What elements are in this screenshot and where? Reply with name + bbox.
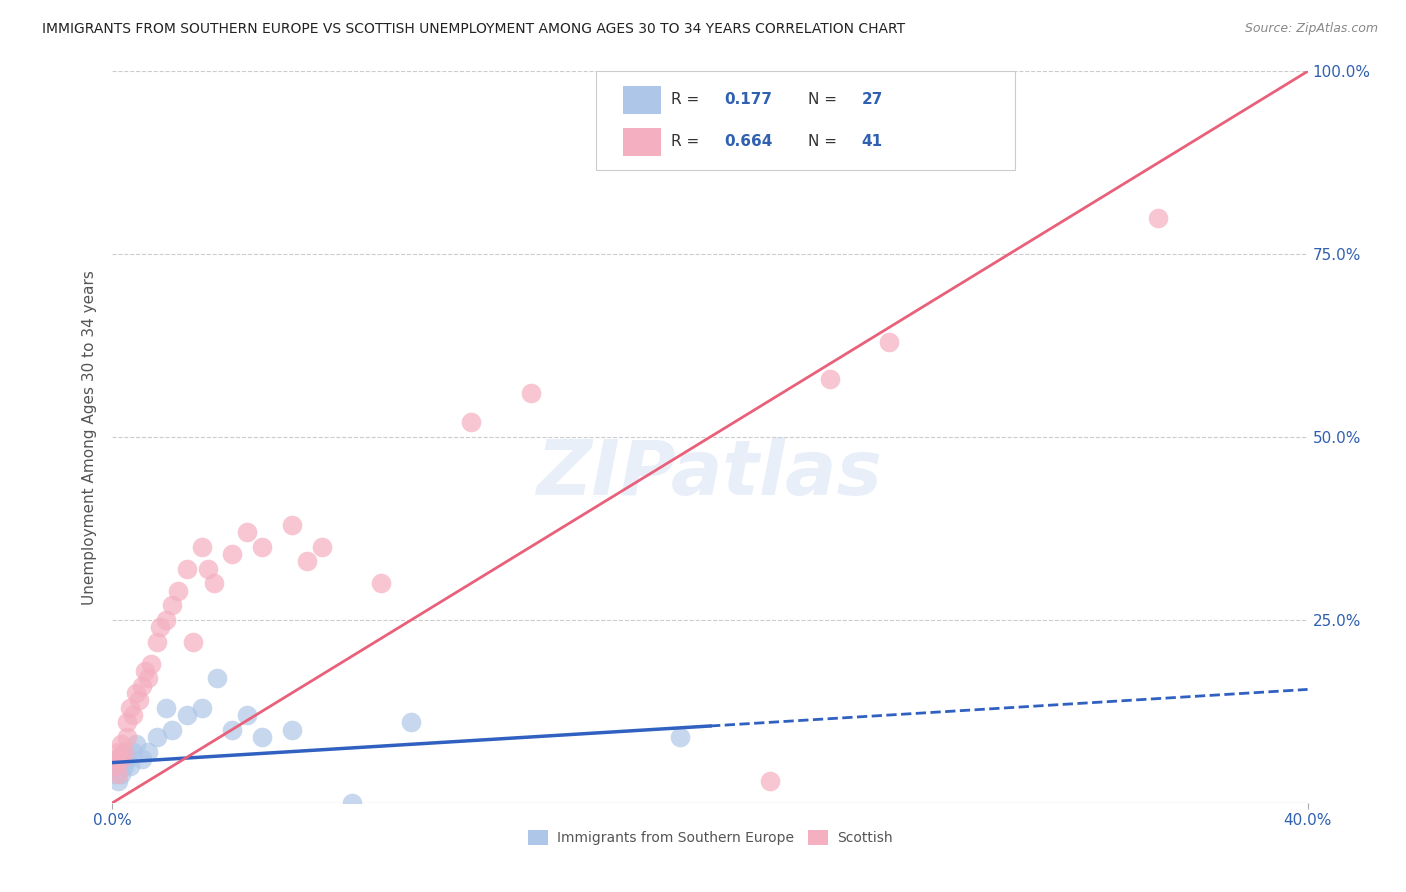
- Point: [759, 773, 782, 788]
- Point: [236, 708, 259, 723]
- Text: 0.177: 0.177: [724, 92, 772, 107]
- Point: [107, 773, 129, 788]
- Point: [128, 693, 150, 707]
- Point: [370, 576, 392, 591]
- Point: [155, 700, 177, 714]
- Point: [401, 715, 423, 730]
- Point: [295, 554, 318, 568]
- Point: [134, 664, 156, 678]
- Text: ZIPatlas: ZIPatlas: [537, 437, 883, 510]
- Point: [104, 766, 127, 780]
- Point: [669, 730, 692, 744]
- Point: [125, 686, 148, 700]
- Point: [141, 657, 163, 671]
- Point: [520, 386, 543, 401]
- Point: [281, 723, 304, 737]
- Point: [110, 752, 132, 766]
- Point: [110, 766, 132, 780]
- Point: [125, 737, 148, 751]
- Point: [107, 752, 129, 766]
- Point: [205, 672, 228, 686]
- Text: R =: R =: [671, 135, 704, 149]
- Text: 27: 27: [862, 92, 883, 107]
- Text: R =: R =: [671, 92, 704, 107]
- Point: [110, 737, 132, 751]
- Point: [138, 745, 160, 759]
- Text: Source: ZipAtlas.com: Source: ZipAtlas.com: [1244, 22, 1378, 36]
- Point: [146, 635, 169, 649]
- FancyBboxPatch shape: [596, 71, 1015, 170]
- Point: [131, 752, 153, 766]
- Text: IMMIGRANTS FROM SOUTHERN EUROPE VS SCOTTISH UNEMPLOYMENT AMONG AGES 30 TO 34 YEA: IMMIGRANTS FROM SOUTHERN EUROPE VS SCOTT…: [42, 22, 905, 37]
- Point: [162, 723, 183, 737]
- Point: [176, 708, 198, 723]
- Point: [202, 576, 225, 591]
- Point: [155, 613, 177, 627]
- Point: [120, 700, 142, 714]
- FancyBboxPatch shape: [623, 128, 661, 156]
- Point: [879, 334, 901, 349]
- Point: [117, 715, 139, 730]
- Point: [114, 745, 135, 759]
- Point: [176, 562, 198, 576]
- Point: [149, 620, 172, 634]
- Point: [250, 540, 273, 554]
- Point: [114, 745, 135, 759]
- Point: [138, 672, 160, 686]
- Point: [114, 759, 135, 773]
- Y-axis label: Unemployment Among Ages 30 to 34 years: Unemployment Among Ages 30 to 34 years: [82, 269, 97, 605]
- Point: [281, 517, 304, 532]
- Point: [107, 745, 129, 759]
- FancyBboxPatch shape: [623, 86, 661, 113]
- Point: [818, 371, 841, 385]
- Legend: Immigrants from Southern Europe, Scottish: Immigrants from Southern Europe, Scottis…: [522, 825, 898, 851]
- Point: [191, 540, 214, 554]
- Point: [311, 540, 333, 554]
- Point: [191, 700, 214, 714]
- Text: 0.664: 0.664: [724, 135, 773, 149]
- Point: [1147, 211, 1170, 225]
- Point: [104, 752, 127, 766]
- Point: [181, 635, 204, 649]
- Point: [110, 752, 132, 766]
- Point: [117, 730, 139, 744]
- Text: N =: N =: [808, 135, 842, 149]
- Point: [104, 759, 127, 773]
- Text: N =: N =: [808, 92, 842, 107]
- Point: [122, 745, 145, 759]
- Point: [117, 752, 139, 766]
- Point: [107, 766, 129, 780]
- Text: 41: 41: [862, 135, 883, 149]
- Point: [938, 94, 960, 108]
- Point: [162, 599, 183, 613]
- Point: [221, 547, 243, 561]
- Point: [122, 708, 145, 723]
- Point: [236, 525, 259, 540]
- Point: [221, 723, 243, 737]
- Point: [250, 730, 273, 744]
- Point: [340, 796, 363, 810]
- Point: [460, 416, 482, 430]
- Point: [167, 583, 190, 598]
- Point: [120, 759, 142, 773]
- Point: [131, 679, 153, 693]
- Point: [104, 759, 127, 773]
- Point: [146, 730, 169, 744]
- Point: [197, 562, 219, 576]
